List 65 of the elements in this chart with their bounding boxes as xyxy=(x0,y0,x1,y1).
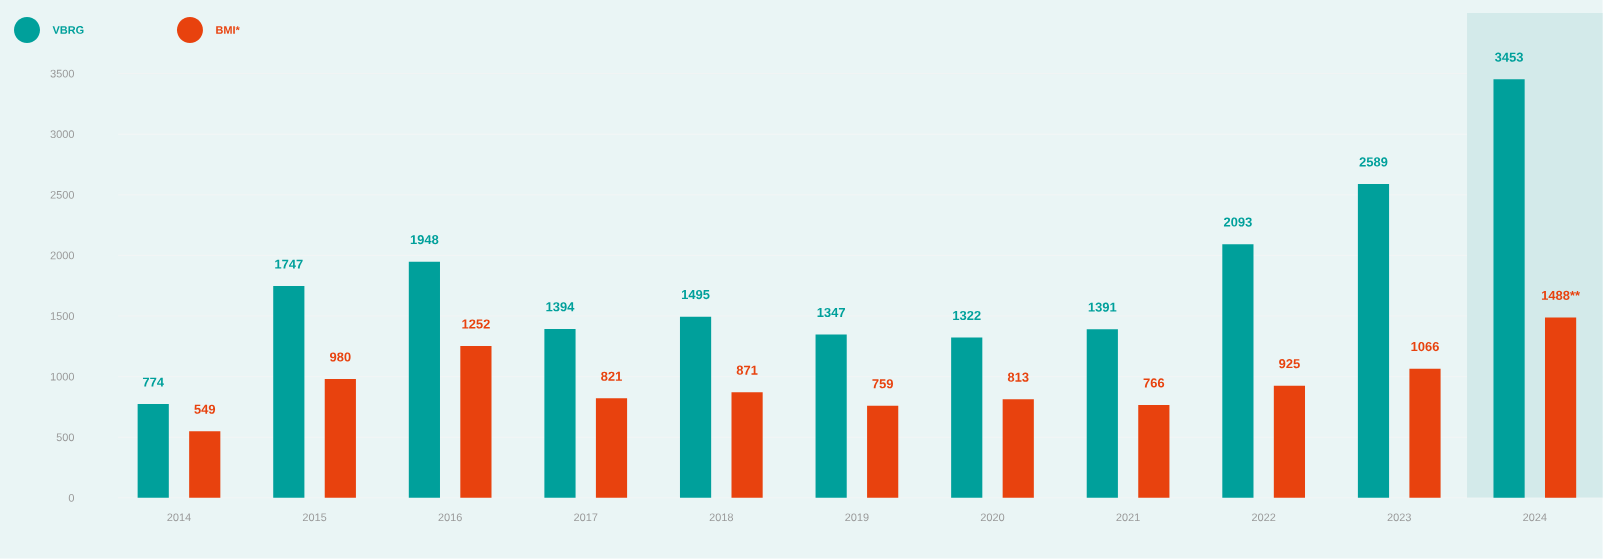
bar xyxy=(1086,329,1118,498)
bar xyxy=(544,328,576,498)
bar xyxy=(324,379,356,498)
bar xyxy=(273,286,305,498)
x-tick-label: 2017 xyxy=(574,513,598,522)
bar xyxy=(951,337,983,498)
data-label: 2093 xyxy=(1223,217,1252,227)
x-tick-label: 2021 xyxy=(1116,513,1140,522)
x-tick-label: 2023 xyxy=(1387,513,1411,522)
y-tick-label: 1000 xyxy=(50,372,75,381)
y-tick-label: 2000 xyxy=(50,251,75,260)
bar xyxy=(408,261,440,498)
data-label: 1394 xyxy=(546,302,575,312)
data-label: 1252 xyxy=(462,319,490,329)
bar xyxy=(189,431,221,498)
bar xyxy=(1357,184,1390,498)
bar xyxy=(1138,405,1170,498)
x-tick-label: 2020 xyxy=(980,513,1005,522)
bar xyxy=(1273,385,1306,498)
data-label: 1347 xyxy=(817,307,845,318)
bar xyxy=(1493,79,1525,498)
bar xyxy=(1409,368,1441,498)
x-tick-label: 2016 xyxy=(438,513,462,522)
x-tick-label: 2014 xyxy=(167,513,191,522)
y-tick-label: 1500 xyxy=(50,312,75,320)
bar xyxy=(1545,317,1577,498)
data-label: 813 xyxy=(1007,372,1029,382)
data-label: 871 xyxy=(736,365,758,375)
data-label: 1066 xyxy=(1411,342,1439,352)
bar xyxy=(867,405,899,498)
bar xyxy=(137,404,169,498)
data-label: 925 xyxy=(1279,359,1300,369)
legend-label: BMI* xyxy=(216,26,240,34)
data-label: 3453 xyxy=(1494,52,1523,62)
y-tick-label: 3500 xyxy=(50,69,75,78)
x-tick-label: 2022 xyxy=(1252,513,1276,522)
bar xyxy=(731,392,763,498)
x-tick-label: 2015 xyxy=(302,513,327,522)
legend-label: VBRG xyxy=(52,26,84,34)
data-label: 1495 xyxy=(681,290,710,300)
data-label: 549 xyxy=(194,404,216,414)
data-label: 759 xyxy=(872,379,893,389)
bar xyxy=(595,398,628,498)
bar xyxy=(815,334,847,498)
data-label: 2589 xyxy=(1359,157,1388,167)
bar xyxy=(1002,399,1034,498)
data-label: 980 xyxy=(329,352,351,362)
data-label: 766 xyxy=(1143,378,1165,388)
bar xyxy=(679,316,712,498)
x-tick-label: 2024 xyxy=(1523,513,1547,522)
x-tick-label: 2019 xyxy=(845,513,869,522)
data-label: 1747 xyxy=(275,259,303,269)
y-tick-label: 0 xyxy=(68,494,75,502)
bar xyxy=(460,346,492,498)
y-tick-label: 500 xyxy=(56,433,75,442)
data-label: 821 xyxy=(601,371,622,381)
y-tick-label: 3000 xyxy=(50,130,75,139)
y-tick-label: 2500 xyxy=(50,191,75,199)
data-label: 1391 xyxy=(1088,302,1117,312)
data-label: 1488** xyxy=(1541,290,1581,301)
data-label: 774 xyxy=(142,377,164,387)
data-label: 1948 xyxy=(410,235,439,245)
bar xyxy=(1222,244,1254,498)
data-label: 1322 xyxy=(953,310,981,321)
x-tick-label: 2018 xyxy=(709,513,734,522)
